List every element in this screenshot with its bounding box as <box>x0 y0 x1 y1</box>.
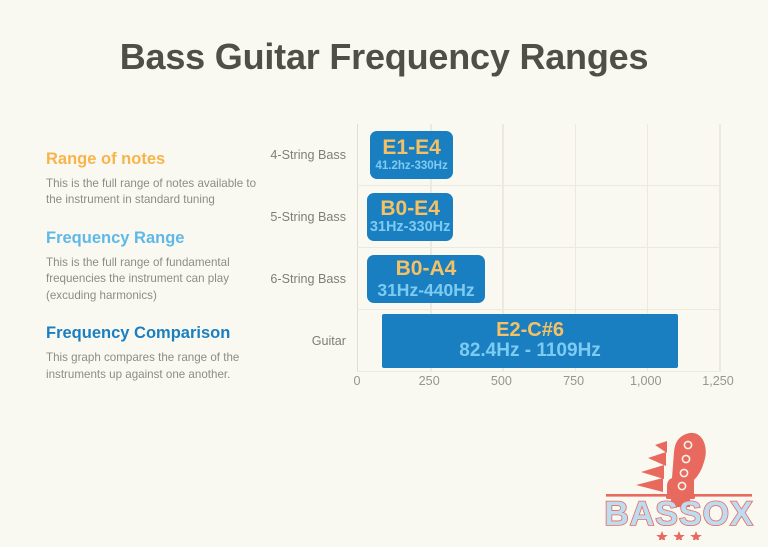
legend-column: Range of notes This is the full range of… <box>46 150 262 383</box>
chart-bar-row: 6-String Bass B0-A4 31Hz-440Hz <box>270 248 719 310</box>
chart-bar[interactable]: B0-A4 31Hz-440Hz <box>366 255 486 303</box>
category-separator <box>356 309 719 310</box>
category-label: 5-String Bass <box>270 210 346 224</box>
category-label: Guitar <box>311 334 346 348</box>
logo-wordmark: BASSOX <box>604 495 754 533</box>
chart-bar[interactable]: E2-C#6 82.4Hz - 1109Hz <box>381 314 679 368</box>
x-tick-label: 1,250 <box>702 374 734 388</box>
chart-bar-row: 5-String Bass B0-E4 31Hz-330Hz <box>270 186 719 248</box>
logo-stars <box>656 531 702 540</box>
chart-x-axis: 0 250 500 750 1,000 1,250 <box>353 374 733 394</box>
category-separator <box>356 185 719 186</box>
bar-note-label: B0-A4 <box>395 257 457 281</box>
bar-frequency-label: 41.2hz-330Hz <box>375 160 448 173</box>
bar-note-label: E1-E4 <box>382 136 441 160</box>
legend-body: This is the full range of notes availabl… <box>46 176 257 207</box>
page-title: Bass Guitar Frequency Ranges <box>119 36 649 77</box>
category-label: 6-String Bass <box>270 272 346 286</box>
category-label: 4-String Bass <box>270 148 346 162</box>
bar-frequency-label: 31Hz-440Hz <box>377 279 475 300</box>
chart-gridline <box>430 124 432 372</box>
chart-gridline <box>719 124 721 372</box>
legend-block-frequency-comparison: Frequency Comparison This graph compares… <box>46 324 262 383</box>
bar-note-label: B0-E4 <box>380 196 440 220</box>
chart-gridline <box>502 124 504 372</box>
chart-bar[interactable]: B0-E4 31Hz-330Hz <box>366 193 454 241</box>
x-tick-label: 500 <box>490 374 512 388</box>
chart-bar-row: Guitar E2-C#6 82.4Hz - 1109Hz <box>312 310 719 372</box>
bassox-logo-graphic: BASSOX <box>604 432 754 540</box>
legend-heading: Range of notes <box>46 150 166 168</box>
chart-plot-area: 4-String Bass E1-E4 41.2hz-330Hz 5-String B… <box>270 124 721 372</box>
category-separator <box>356 371 719 372</box>
bar-frequency-label: 82.4Hz - 1109Hz <box>459 340 601 362</box>
chart-gridline <box>574 124 577 372</box>
chart-bar-row: 4-String Bass E1-E4 41.2hz-330Hz <box>270 124 719 186</box>
frequency-range-chart: 4-String Bass E1-E4 41.2hz-330Hz 5-String B… <box>258 124 736 396</box>
category-separator <box>356 247 719 248</box>
legend-block-frequency-range: Frequency Range This is the full range o… <box>46 229 262 304</box>
legend-body: This is the full range of fundamental fr… <box>46 255 230 302</box>
bassox-logo: BASSOX <box>604 428 754 540</box>
x-tick-label: 0 <box>353 374 361 388</box>
chart-gridline <box>646 124 649 372</box>
legend-body: This graph compares the range of the ins… <box>46 351 240 381</box>
x-tick-label: 750 <box>563 374 585 388</box>
chart-bar[interactable]: E1-E4 41.2hz-330Hz <box>369 131 454 179</box>
legend-heading: Frequency Range <box>46 228 185 247</box>
bar-note-label: E2-C#6 <box>496 318 564 341</box>
legend-heading: Frequency Comparison <box>46 324 231 343</box>
legend-block-range-of-notes: Range of notes This is the full range of… <box>46 150 262 209</box>
bar-frequency-label: 31Hz-330Hz <box>369 219 451 236</box>
x-tick-label: 250 <box>418 374 440 388</box>
x-tick-label: 1,000 <box>630 374 662 388</box>
